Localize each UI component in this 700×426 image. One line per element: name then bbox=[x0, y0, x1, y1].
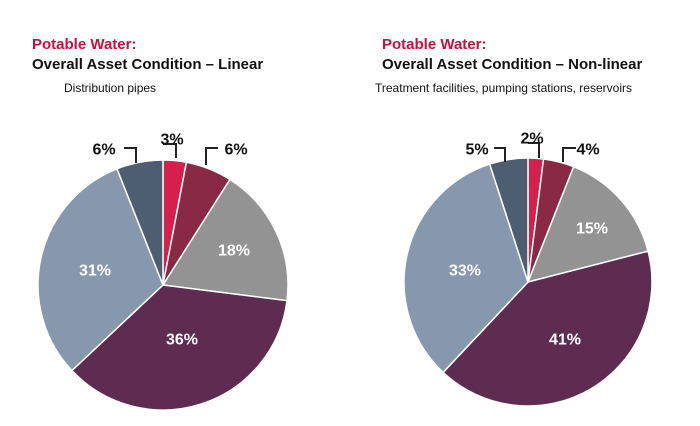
slice-label: 6% bbox=[224, 142, 247, 159]
leader-line bbox=[528, 142, 540, 158]
slice-label: 15% bbox=[576, 221, 608, 238]
pie-chart-linear: 3% 6% 18% 36% 31% 6% bbox=[37, 132, 289, 411]
pie-slice bbox=[161, 178, 289, 302]
slice-label: 31% bbox=[79, 263, 111, 280]
chart-caption: Distribution pipes bbox=[64, 81, 157, 95]
slice-label: 36% bbox=[166, 332, 198, 349]
pie-slice bbox=[116, 159, 164, 286]
chart-subtitle: Overall Asset Condition – Linear bbox=[32, 56, 264, 73]
slice-label: 3% bbox=[160, 132, 183, 149]
pie-chart-nonlinear: 2% 4% 15% 41% 33% 5% bbox=[403, 131, 653, 407]
chart-panel-nonlinear: Potable Water: Overall Asset Condition –… bbox=[350, 0, 700, 426]
leader-line bbox=[494, 147, 506, 162]
slice-label: 6% bbox=[92, 142, 115, 159]
pie-slice bbox=[442, 250, 653, 407]
leader-line bbox=[562, 147, 576, 162]
slice-label: 2% bbox=[520, 131, 543, 148]
slice-label: 18% bbox=[218, 243, 250, 260]
pie-slice bbox=[70, 284, 288, 411]
slice-label: 33% bbox=[449, 263, 481, 280]
chart-subtitle: Overall Asset Condition – Non-linear bbox=[382, 56, 643, 73]
chart-caption: Treatment facilities, pumping stations, … bbox=[375, 81, 632, 95]
slice-label: 41% bbox=[549, 332, 581, 349]
chart-title: Potable Water: bbox=[382, 36, 487, 53]
chart-panel-linear: Potable Water: Overall Asset Condition –… bbox=[32, 36, 289, 411]
pie-slice bbox=[526, 165, 650, 284]
slice-label: 4% bbox=[576, 142, 599, 159]
leader-line bbox=[124, 147, 137, 163]
pie-slice bbox=[37, 167, 164, 372]
slice-label: 5% bbox=[465, 142, 488, 159]
leader-line bbox=[205, 147, 218, 165]
leader-line bbox=[163, 143, 177, 158]
chart-title: Potable Water: bbox=[32, 36, 137, 53]
pie-slice bbox=[403, 163, 529, 374]
pie-slice bbox=[488, 157, 529, 283]
